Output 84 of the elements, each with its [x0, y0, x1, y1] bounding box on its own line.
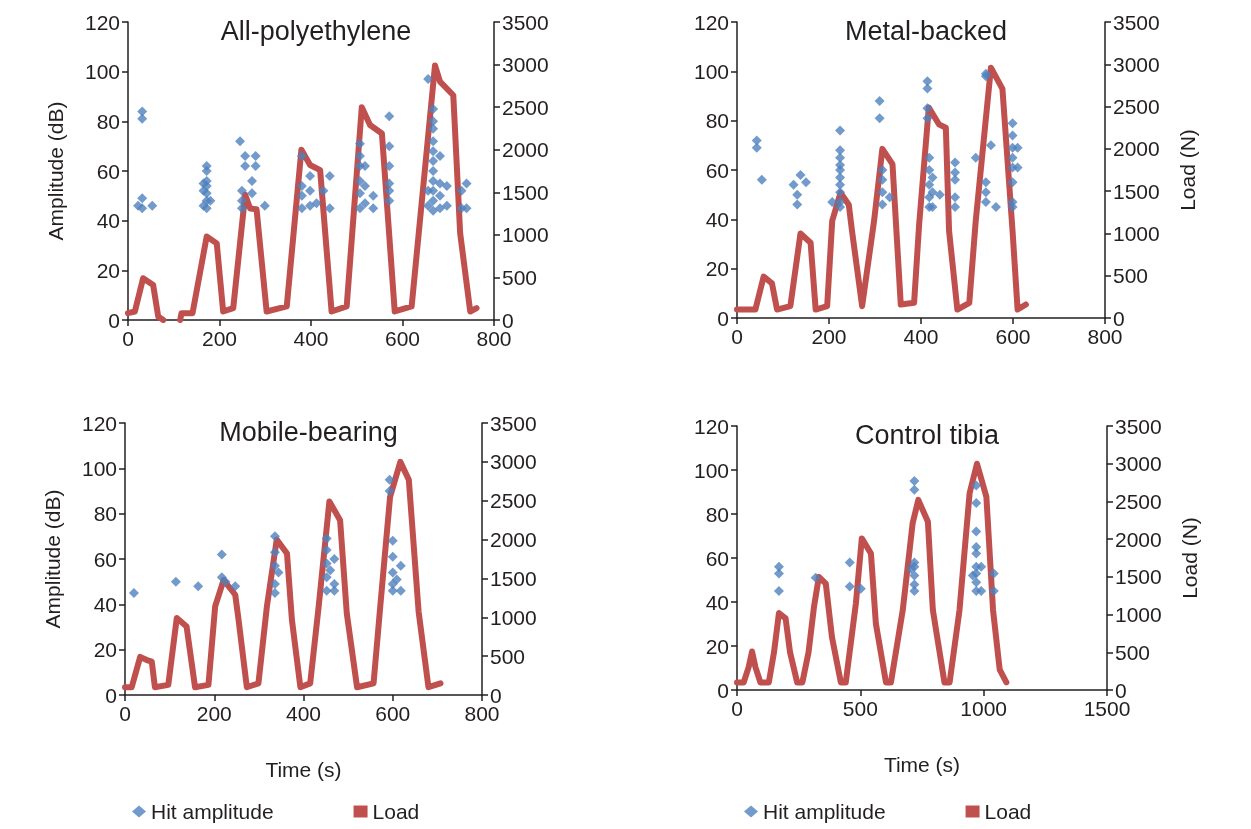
y-tick-label: 40 — [96, 209, 120, 233]
chart-title: Mobile-bearing — [219, 416, 398, 447]
y2-tick-label: 2500 — [502, 95, 549, 119]
y-tick-label: 20 — [96, 258, 120, 282]
y-tick-label: 120 — [81, 411, 117, 435]
x-tick-label: 0 — [731, 697, 743, 720]
x-tick-label: 600 — [995, 325, 1031, 348]
legend-label: Hit amplitude — [151, 800, 274, 823]
y2-tick-label: 1500 — [502, 180, 549, 204]
y-tick-label: 0 — [717, 678, 729, 702]
y2-tick-label: 1500 — [1113, 179, 1160, 203]
x-tick-label: 600 — [384, 327, 421, 350]
y2-tick-label: 2500 — [1113, 95, 1160, 119]
x-tick-label: 800 — [464, 702, 500, 725]
y2-tick-label: 1500 — [1115, 565, 1162, 589]
x-axis-title: Time (s) — [883, 753, 961, 776]
y-tick-label: 100 — [81, 456, 117, 480]
y-tick-label: 80 — [93, 502, 117, 526]
y-tick-label: 20 — [93, 638, 117, 662]
y-tick-label: 120 — [693, 10, 729, 34]
x-tick-label: 400 — [285, 702, 322, 725]
y2-tick-label: 3500 — [490, 411, 537, 435]
y-tick-label: 40 — [93, 592, 117, 616]
x-tick-label: 0 — [122, 327, 134, 350]
x-tick-label: 0 — [731, 325, 743, 348]
y-tick-label: 120 — [693, 414, 729, 438]
y2-axis-title: Load (N) — [1176, 129, 1199, 211]
y-tick-label: 60 — [705, 158, 729, 182]
x-tick-label: 200 — [201, 327, 238, 350]
y-tick-label: 100 — [693, 59, 729, 83]
y-tick-label: 80 — [705, 109, 729, 133]
y2-tick-label: 500 — [490, 644, 526, 668]
y2-tick-label: 1500 — [490, 566, 537, 590]
y2-tick-label: 3000 — [502, 53, 549, 77]
x-tick-label: 600 — [375, 702, 411, 725]
x-tick-label: 200 — [196, 702, 232, 725]
y-tick-label: 60 — [96, 159, 120, 183]
y2-tick-label: 1000 — [502, 223, 549, 247]
x-tick-label: 200 — [811, 325, 847, 348]
y-tick-label: 0 — [717, 306, 729, 330]
y-axis-title: Amplitude (dB) — [44, 101, 67, 241]
x-tick-label: 500 — [842, 697, 878, 720]
y-tick-label: 60 — [93, 547, 117, 571]
y2-tick-label: 2500 — [1115, 489, 1162, 513]
y-tick-label: 40 — [705, 207, 729, 231]
y2-tick-label: 2000 — [1115, 527, 1162, 551]
y2-tick-label: 3500 — [1113, 10, 1160, 34]
y2-tick-label: 3000 — [490, 450, 537, 474]
y2-axis-title: Load (N) — [1178, 517, 1201, 599]
x-tick-label: 400 — [903, 325, 939, 348]
y2-tick-label: 2500 — [490, 489, 537, 513]
y2-tick-label: 2000 — [1113, 137, 1160, 161]
y-tick-label: 20 — [705, 257, 729, 281]
chart-title: All-polyethylene — [220, 15, 412, 46]
chart-title: Control tibia — [854, 419, 1001, 450]
y-tick-label: 100 — [693, 458, 729, 482]
y-axis-title: Amplitude (dB) — [41, 489, 64, 629]
y-tick-label: 60 — [705, 546, 729, 570]
y-tick-label: 100 — [84, 60, 120, 84]
y-tick-label: 120 — [84, 10, 120, 34]
y2-tick-label: 500 — [1115, 640, 1151, 664]
y2-tick-label: 2000 — [490, 528, 537, 552]
y2-tick-label: 1000 — [1115, 603, 1162, 627]
x-axis-title: Time (s) — [265, 758, 342, 781]
y-tick-label: 80 — [705, 502, 729, 526]
y-tick-label: 20 — [705, 634, 729, 658]
y2-tick-label: 3000 — [1113, 52, 1160, 76]
y2-tick-label: 500 — [502, 265, 538, 289]
y2-tick-label: 2000 — [502, 138, 549, 162]
legend-label: Hit amplitude — [763, 800, 886, 823]
y2-tick-label: 3500 — [1115, 414, 1162, 438]
legend-label: Load — [372, 800, 420, 823]
y2-tick-label: 3000 — [1115, 452, 1162, 476]
x-tick-label: 400 — [293, 327, 329, 350]
legend-label: Load — [984, 800, 1032, 823]
y2-tick-label: 1000 — [490, 605, 537, 629]
y-tick-label: 80 — [96, 109, 120, 133]
y2-tick-label: 1000 — [1113, 221, 1160, 245]
x-tick-label: 1000 — [960, 697, 1008, 720]
y2-tick-label: 3500 — [502, 10, 549, 34]
chart-title: Metal-backed — [844, 15, 1008, 46]
y-tick-label: 40 — [705, 590, 729, 614]
y-tick-label: 0 — [108, 308, 120, 332]
y2-tick-label: 500 — [1113, 264, 1149, 288]
